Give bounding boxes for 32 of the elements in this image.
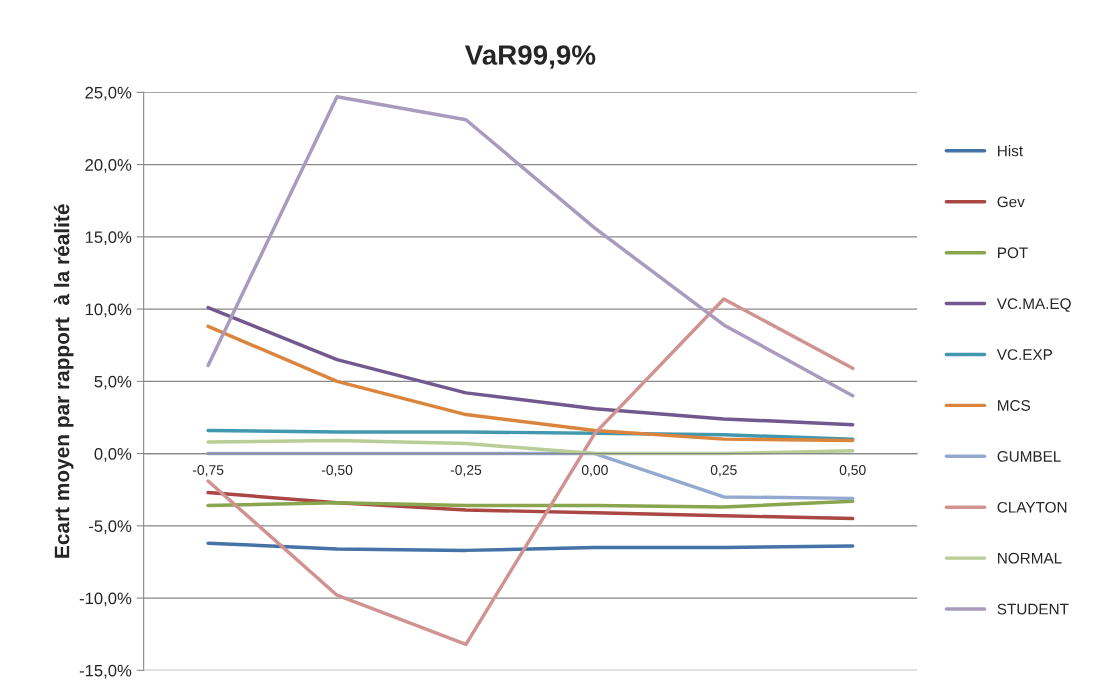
x-tick-label: 0,25 xyxy=(710,465,737,477)
x-tick-label: 0,50 xyxy=(839,465,866,477)
line-series xyxy=(206,305,855,427)
y-tick-label: 25,0% xyxy=(85,86,132,101)
legend-label: CLAYTON xyxy=(997,501,1067,513)
line-series xyxy=(206,541,855,553)
y-tick-label: 5,0% xyxy=(94,375,132,390)
x-tick-label: -0,50 xyxy=(321,465,353,477)
legend-label: GUMBEL xyxy=(997,450,1061,462)
legend-label: VC.MA.EQ xyxy=(996,298,1071,312)
x-tick-label: 0,00 xyxy=(581,465,608,477)
legend-label: STUDENT xyxy=(997,603,1069,615)
y-tick-label: -10,0% xyxy=(79,592,132,607)
line-series xyxy=(206,324,855,443)
y-tick-label: 0,0% xyxy=(94,447,132,462)
y-tick-label: -15,0% xyxy=(79,664,132,679)
y-tick-label: 20,0% xyxy=(85,158,132,173)
legend-label: Hist xyxy=(998,145,1023,157)
y-axis-title: Ecart moyen par rapport à la réalité xyxy=(53,204,74,558)
legend-label: Gev xyxy=(997,196,1025,208)
y-tick-label: 15,0% xyxy=(85,231,132,246)
y-tick-label: -5,0% xyxy=(89,520,132,534)
line-series xyxy=(206,438,855,456)
x-tick-label: -0,75 xyxy=(192,465,224,477)
legend-label: POT xyxy=(998,247,1028,259)
legend-label: VC.EXP xyxy=(996,349,1053,360)
legend-label: MCS xyxy=(998,400,1031,411)
chart-title: VaR99,9% xyxy=(464,45,596,69)
legend-label: NORMAL xyxy=(998,552,1062,564)
line-series xyxy=(206,94,855,398)
y-tick-label: 10,0% xyxy=(85,303,132,318)
x-tick-label: -0,25 xyxy=(450,465,482,477)
